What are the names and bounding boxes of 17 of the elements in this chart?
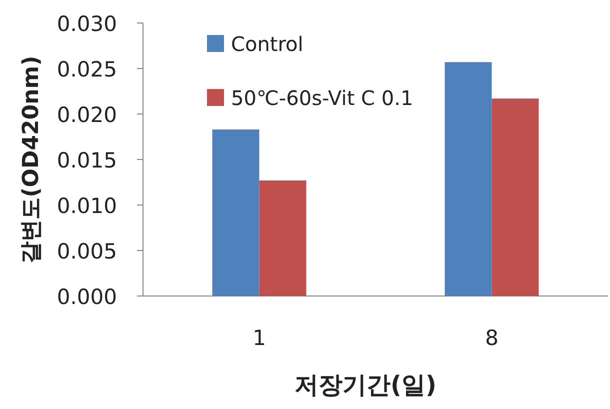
legend-label: Control	[231, 32, 304, 56]
bar	[259, 180, 306, 296]
y-axis-title: 갈변도(OD420nm)	[19, 56, 44, 264]
y-tick-label: 0.020	[56, 103, 117, 127]
legend-label: 50℃-60s-Vit C 0.1	[231, 86, 414, 110]
x-tick-label: 1	[252, 326, 266, 350]
y-tick-label: 0.010	[56, 194, 117, 218]
x-tick-label: 8	[485, 326, 498, 350]
bar	[444, 62, 492, 296]
y-tick-label: 0.005	[56, 240, 117, 264]
x-axis-title: 저장기간(일)	[294, 371, 436, 399]
bar	[212, 129, 260, 296]
y-tick-label: 0.030	[56, 12, 117, 36]
y-tick-label: 0.000	[56, 285, 117, 309]
y-tick-label: 0.025	[56, 58, 117, 82]
y-tick-label: 0.015	[56, 148, 117, 172]
bar	[492, 98, 539, 296]
